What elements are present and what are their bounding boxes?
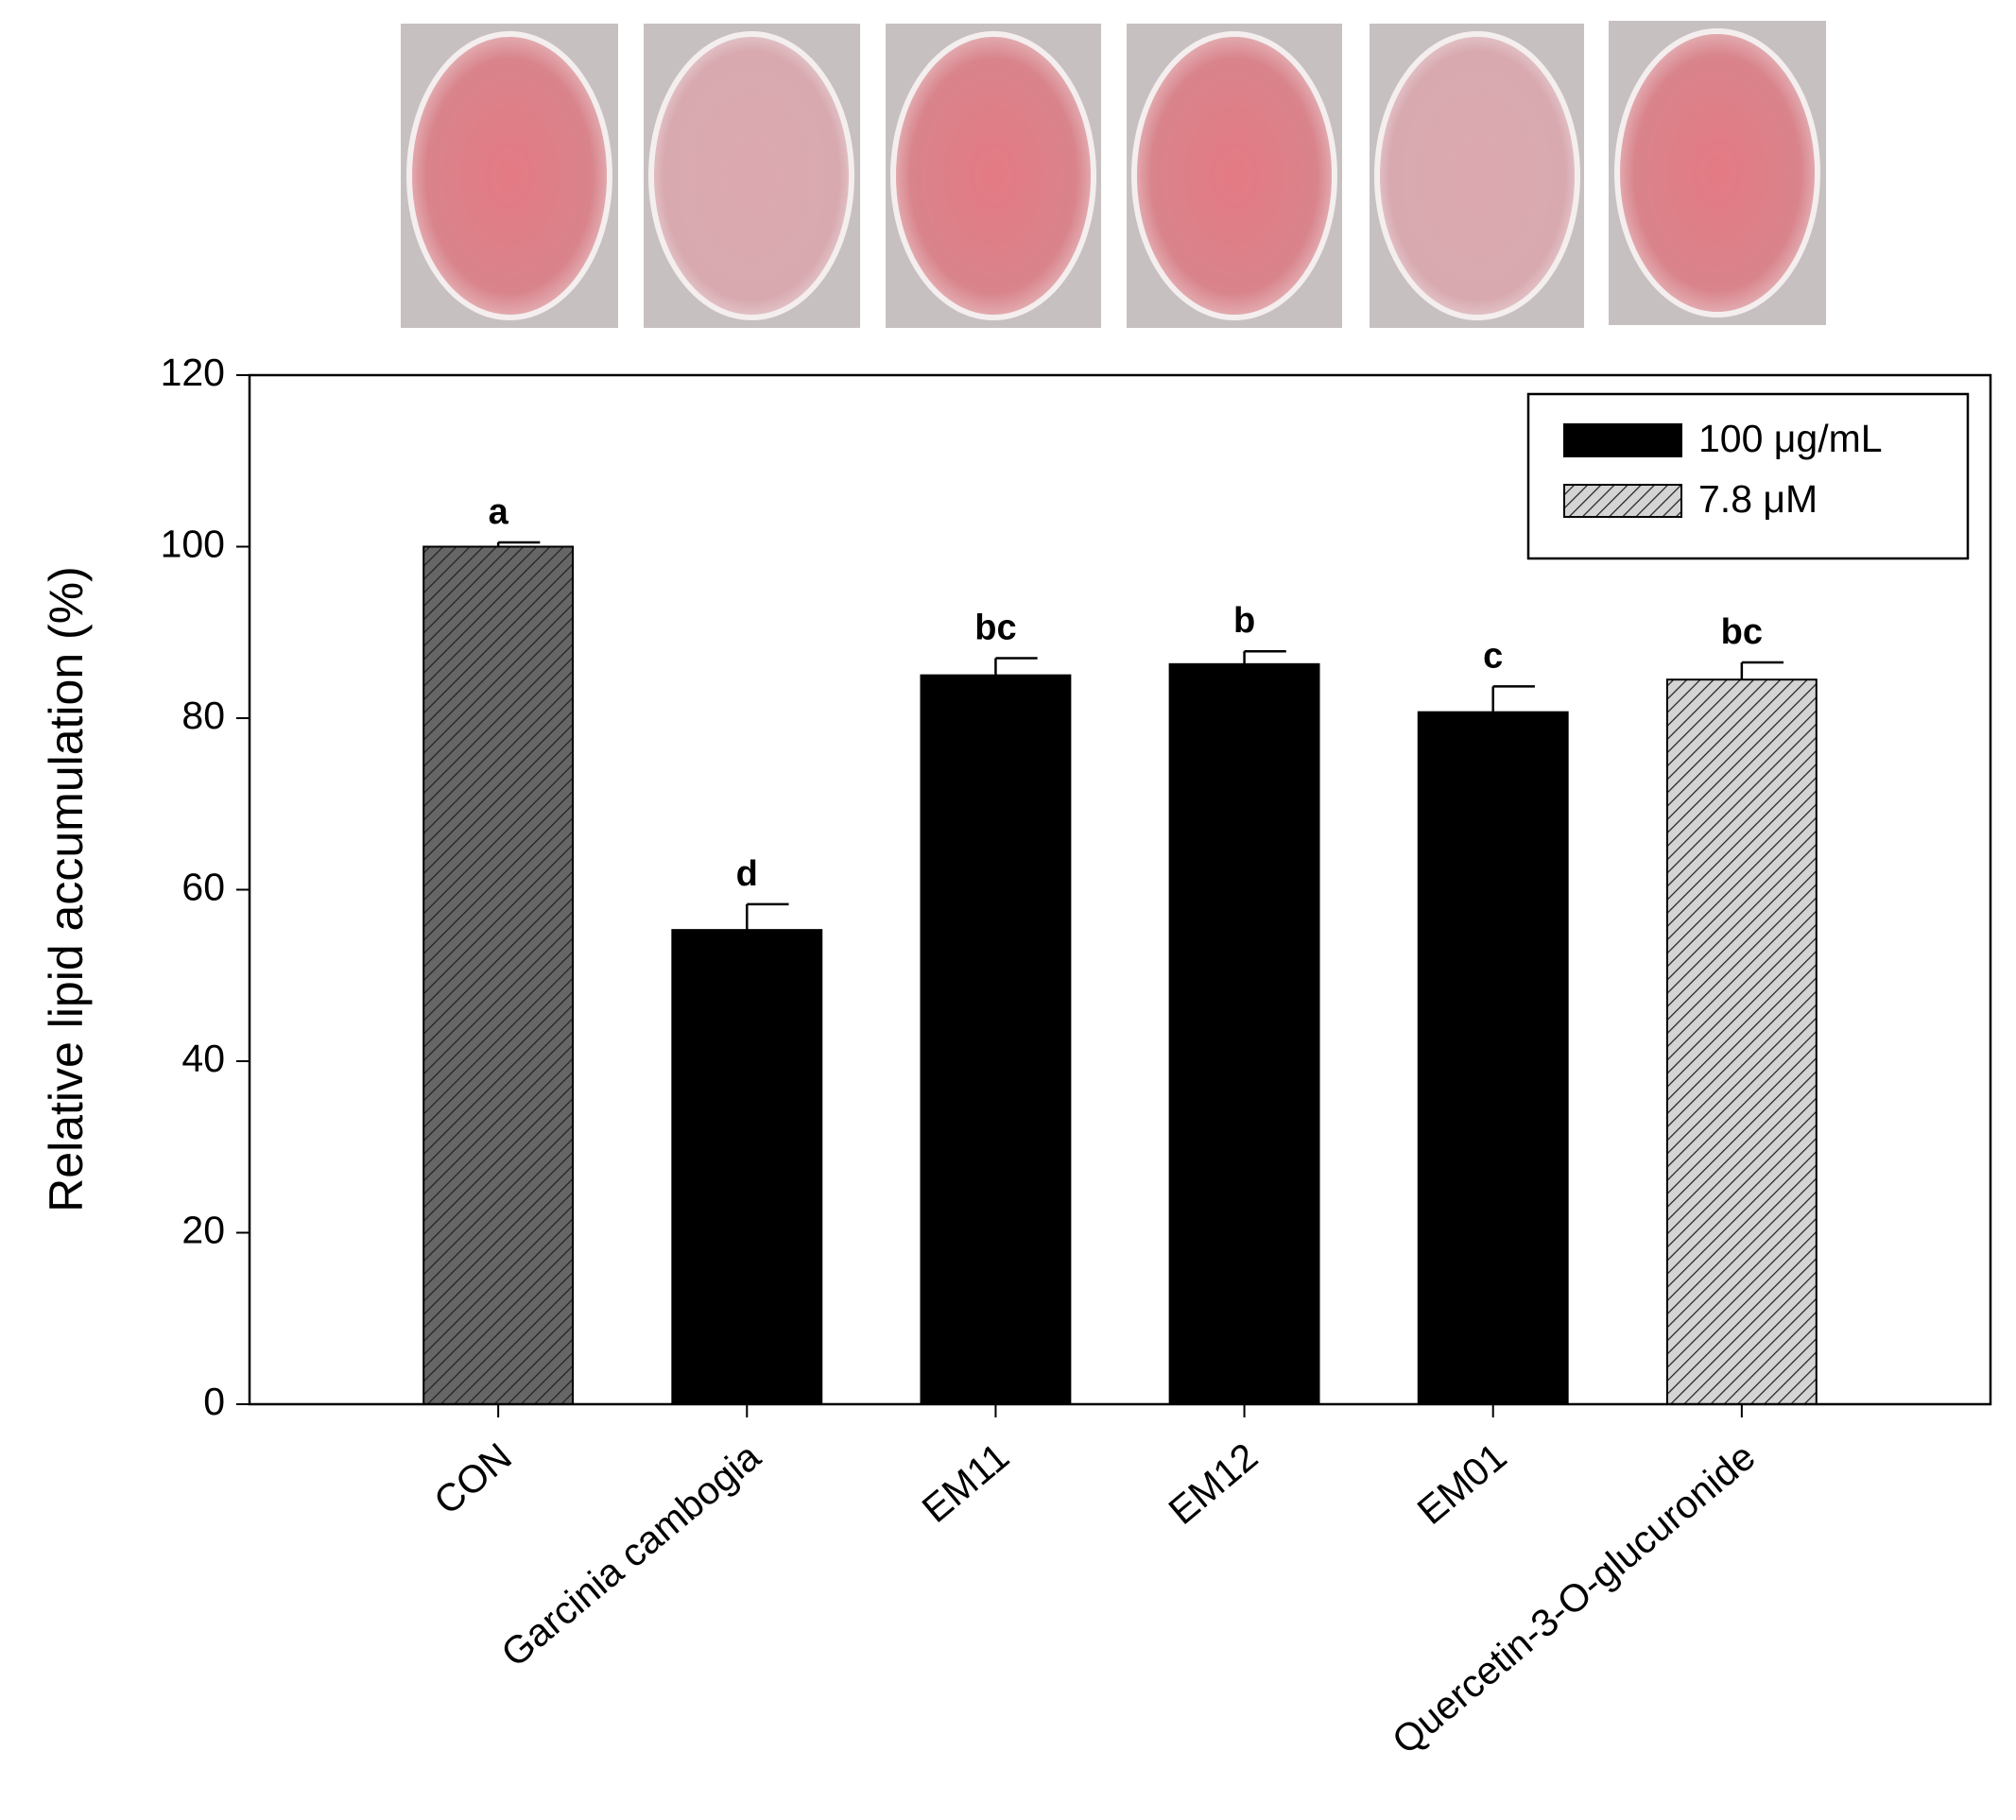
x-tick-label: EM01 xyxy=(1409,1434,1515,1533)
significance-label: c xyxy=(1483,636,1503,676)
y-axis-label: Relative lipid accumulation (%) xyxy=(40,566,93,1212)
well-images xyxy=(401,21,1826,328)
legend-label: 100 μg/mL xyxy=(1698,417,1883,460)
significance-label: d xyxy=(736,854,758,894)
y-tick-label: 60 xyxy=(181,865,225,908)
significance-label: bc xyxy=(974,609,1016,648)
y-tick-label: 120 xyxy=(161,351,225,394)
x-tick-label: CON xyxy=(426,1434,520,1523)
bar xyxy=(671,929,823,1406)
y-tick-label: 20 xyxy=(181,1208,225,1251)
x-tick-label: EM12 xyxy=(1161,1434,1266,1533)
significance-label: a xyxy=(489,492,509,532)
bar xyxy=(1168,662,1320,1405)
bar xyxy=(920,674,1072,1405)
legend-swatch xyxy=(1563,423,1682,457)
bar xyxy=(1665,678,1818,1405)
x-tick-label: EM11 xyxy=(914,1434,1017,1531)
legend-swatch xyxy=(1563,484,1682,518)
significance-label: b xyxy=(1233,601,1255,641)
bar xyxy=(422,545,575,1405)
y-tick-label: 100 xyxy=(161,522,225,565)
plot-frame xyxy=(248,373,1992,1406)
y-tick-label: 40 xyxy=(181,1037,225,1080)
y-tick-label: 0 xyxy=(203,1380,225,1423)
legend-label: 7.8 μM xyxy=(1698,477,1818,521)
y-tick-label: 80 xyxy=(181,694,225,737)
significance-label: bc xyxy=(1721,612,1763,652)
x-tick-label: Garcinia cambogia xyxy=(493,1434,769,1675)
legend-box xyxy=(1526,392,1970,560)
bar xyxy=(1417,711,1569,1405)
